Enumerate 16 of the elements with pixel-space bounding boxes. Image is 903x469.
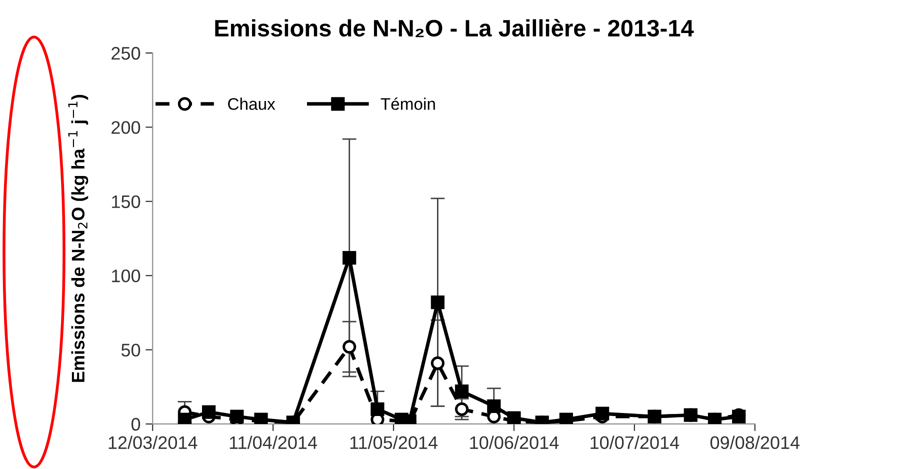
legend-label: Chaux (228, 98, 276, 110)
x-tick-label: 09/08/2014 (710, 436, 800, 450)
x-tick-label: 11/04/2014 (230, 436, 318, 450)
y-tick-label: 250 (112, 46, 140, 60)
x-tick-label: 10/07/2014 (590, 436, 680, 450)
y-tick-label: 100 (112, 270, 140, 282)
legend-label: Témoin (380, 97, 435, 110)
chart-title: Emissions de N-N₂O - La Jaillière - 2013-14 (215, 19, 694, 38)
y-tick-label: 200 (112, 121, 140, 134)
x-tick-label: 10/06/2014 (470, 436, 559, 450)
x-tick-label: 12/03/2014 (108, 436, 198, 450)
y-tick-label: 150 (112, 195, 140, 208)
y-tick-label: 0 (131, 418, 140, 431)
x-tick-label: 11/05/2014 (350, 436, 438, 450)
y-axis-title: Emissions de N-N$_{2}$O (kg ha$^{−1}$ j$^{−1}$) (68, 94, 88, 382)
y-tick-label: 50 (121, 344, 140, 356)
